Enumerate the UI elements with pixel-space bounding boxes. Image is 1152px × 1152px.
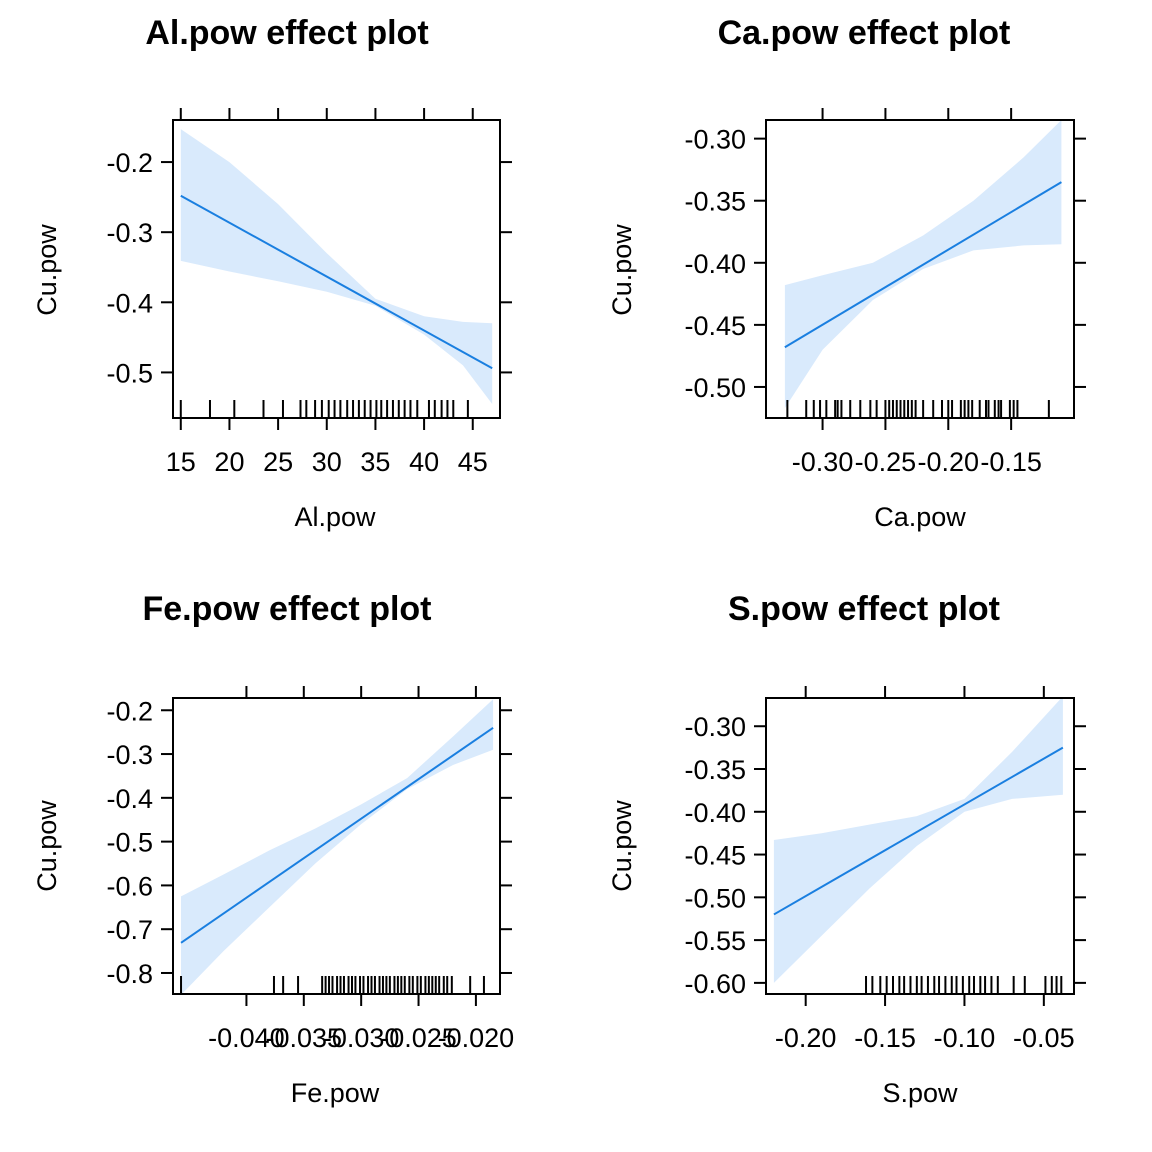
panel-ca-pow: Ca.pow effect plot Ca.pow Cu.pow -0.30 -0…	[607, 14, 1086, 532]
panel-title: Ca.pow effect plot	[718, 14, 1011, 52]
y-tick-label: -0.40	[684, 798, 746, 828]
panel-al-pow: Al.pow effect plot Al.pow Cu.pow 15 20 25 3…	[32, 14, 512, 532]
y-tick-label: -0.35	[684, 755, 746, 785]
y-axis-label: Cu.pow	[607, 224, 637, 316]
y-axis-label: Cu.pow	[607, 800, 637, 892]
fit-line	[180, 194, 493, 370]
plot-area: 15 20 25 30 35 40 45 -0.2 -0.3 -0.4 -0.5	[106, 108, 512, 477]
y-tick-label: -0.40	[684, 249, 746, 279]
x-tick-label: -0.15	[980, 447, 1042, 477]
x-axis-label: Fe.pow	[291, 1078, 380, 1108]
x-tick-label: 40	[409, 447, 439, 477]
plot-frame	[172, 697, 501, 995]
plot-frame	[765, 119, 1075, 419]
y-tick-label: -0.2	[106, 148, 153, 178]
y-axis-label: Cu.pow	[32, 800, 62, 892]
y-tick-label: -0.8	[106, 959, 153, 989]
x-tick-label: -0.20	[775, 1023, 837, 1053]
x-tick-label: -0.025	[380, 1023, 457, 1053]
y-tick-label: -0.35	[684, 187, 746, 217]
y-tick-label: -0.4	[106, 784, 153, 814]
panel-title: Al.pow effect plot	[145, 14, 428, 52]
confidence-band	[180, 129, 493, 404]
fit-line	[784, 181, 1062, 349]
x-tick-label: -0.020	[438, 1023, 515, 1053]
y-tick-label: -0.3	[106, 218, 153, 248]
y-tick-label: -0.5	[106, 828, 153, 858]
panel-title: S.pow effect plot	[728, 590, 1000, 628]
x-tick-label: -0.30	[792, 447, 854, 477]
x-tick-label: 45	[458, 447, 488, 477]
y-tick-label: -0.50	[684, 373, 746, 403]
plot-area: -0.30 -0.25 -0.20 -0.15-0.30-0.35-0.40-0.45…	[684, 108, 1086, 477]
x-axis-label: Al.pow	[294, 502, 376, 532]
y-tick-label: -0.30	[684, 712, 746, 742]
plot-area: -0.040-0.035-0.030-0.025-0.020 -0.2 -0.3 -0…	[106, 686, 514, 1053]
x-tick-label: 25	[263, 447, 293, 477]
panel-fe-pow: Fe.pow effect plot Fe.pow Cu.pow -0.040-…	[32, 590, 514, 1108]
fit-line	[773, 746, 1064, 916]
x-tick-label: 15	[166, 447, 196, 477]
x-tick-label: 20	[214, 447, 244, 477]
x-tick-label: -0.035	[266, 1023, 343, 1053]
plot-area: -0.20 -0.15 -0.10 -0.05 -0.30 -0.35 -0.40 -0.45…	[684, 686, 1086, 1053]
confidence-band	[773, 698, 1063, 983]
plot-frame	[172, 119, 501, 419]
y-tick-label: -0.30	[684, 125, 746, 155]
fit-line	[180, 726, 494, 944]
panel-s-pow: S.pow effect plot S.pow Cu.pow -0.20 -0.1…	[607, 590, 1086, 1108]
x-tick-label: -0.030	[323, 1023, 400, 1053]
y-tick-label: -0.50	[684, 883, 746, 913]
y-tick-label: -0.55	[684, 926, 746, 956]
y-tick-label: -0.45	[684, 841, 746, 871]
y-tick-label: -0.5	[106, 358, 153, 388]
x-axis-label: S.pow	[882, 1078, 958, 1108]
x-tick-label: -0.05	[1013, 1023, 1075, 1053]
y-tick-label: -0.6	[106, 871, 153, 901]
x-tick-label: 35	[360, 447, 390, 477]
y-tick-label: -0.7	[106, 915, 153, 945]
x-axis-label: Ca.pow	[874, 502, 966, 532]
x-tick-label: -0.20	[918, 447, 980, 477]
panel-title: Fe.pow effect plot	[143, 590, 432, 628]
plot-frame	[765, 697, 1075, 995]
x-tick-label: -0.25	[855, 447, 917, 477]
confidence-band	[181, 699, 494, 994]
y-tick-label: -0.4	[106, 288, 153, 318]
y-tick-label: -0.45	[684, 311, 746, 341]
x-tick-label: -0.15	[854, 1023, 916, 1053]
y-tick-label: -0.2	[106, 696, 153, 726]
x-tick-label: -0.040	[208, 1023, 285, 1053]
y-axis-label: Cu.pow	[32, 224, 62, 316]
y-tick-label: -0.60	[684, 969, 746, 999]
y-tick-label: -0.3	[106, 740, 153, 770]
x-tick-label: 30	[312, 447, 342, 477]
x-tick-label: -0.10	[934, 1023, 996, 1053]
